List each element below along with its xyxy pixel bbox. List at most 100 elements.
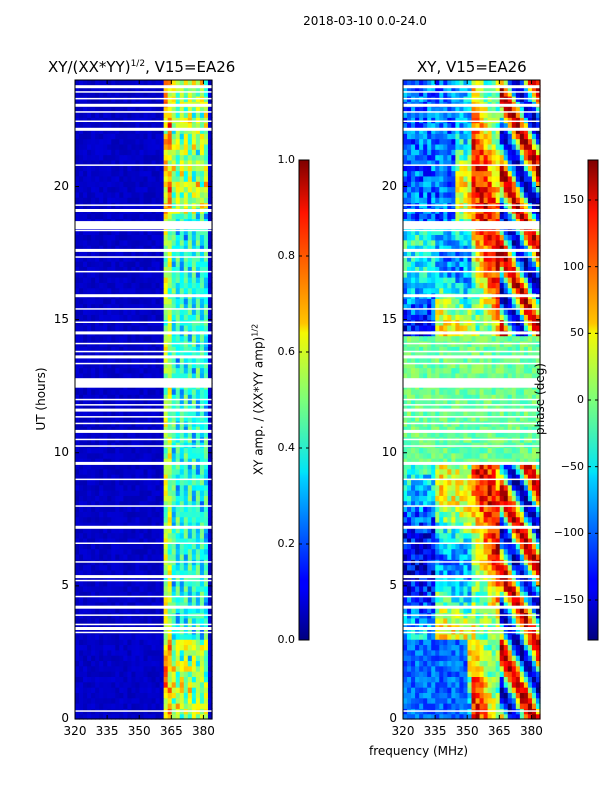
heatmap-cell: [523, 591, 529, 598]
heatmap-cell: [111, 234, 116, 241]
heatmap-cell: [87, 106, 92, 113]
heatmap-cell: [151, 692, 157, 699]
heatmap-cell: [175, 80, 181, 86]
heatmap-cell: [151, 415, 157, 422]
heatmap-cell: [195, 111, 201, 118]
heatmap-cell: [127, 367, 133, 374]
heatmap-cell: [167, 527, 173, 534]
heatmap-cell: [75, 490, 80, 496]
heatmap-cell: [99, 90, 104, 97]
heatmap-cell: [103, 484, 108, 491]
heatmap-cell: [455, 692, 461, 699]
heatmap-cell: [111, 660, 116, 667]
heatmap-cell: [163, 255, 169, 262]
heatmap-cell: [167, 516, 173, 523]
heatmap-cell: [167, 117, 173, 124]
heatmap-cell: [83, 308, 88, 315]
heatmap-cell: [143, 138, 149, 145]
heatmap-cell: [411, 681, 416, 688]
heatmap-cell: [455, 607, 461, 614]
heatmap-cell: [419, 617, 424, 624]
flagged-time-row: [75, 321, 212, 323]
heatmap-cell: [91, 324, 96, 331]
heatmap-cell: [507, 644, 513, 651]
heatmap-cell: [151, 490, 157, 496]
heatmap-cell: [151, 458, 157, 464]
heatmap-cell: [203, 308, 209, 315]
heatmap-cell: [123, 442, 128, 449]
flagged-time-row: [75, 103, 212, 107]
heatmap-cell: [487, 676, 493, 683]
heatmap-cell: [439, 607, 444, 614]
heatmap-cell: [447, 585, 452, 592]
heatmap-cell: [123, 713, 128, 720]
heatmap-cell: [435, 633, 440, 640]
heatmap-cell: [107, 346, 112, 353]
heatmap-cell: [531, 639, 537, 646]
heatmap-cell: [79, 644, 84, 651]
heatmap-cell: [451, 591, 456, 598]
heatmap-cell: [443, 639, 448, 646]
heatmap-cell: [467, 681, 473, 688]
heatmap-cell: [163, 388, 169, 395]
heatmap-cell: [155, 692, 161, 699]
heatmap-cell: [123, 575, 128, 582]
heatmap-cell: [79, 149, 84, 156]
heatmap-cell: [79, 665, 84, 672]
heatmap-cell: [111, 394, 116, 401]
heatmap-cell: [87, 649, 92, 656]
heatmap-cell: [103, 133, 108, 140]
heatmap-cell: [95, 532, 100, 539]
heatmap-cell: [87, 170, 92, 177]
heatmap-cell: [195, 681, 201, 688]
heatmap-cell: [95, 713, 100, 720]
heatmap-cell: [87, 543, 92, 550]
heatmap-cell: [103, 324, 108, 331]
heatmap-cell: [79, 660, 84, 667]
heatmap-cell: [455, 633, 461, 640]
heatmap-cell: [155, 697, 161, 704]
heatmap-cell: [535, 607, 541, 614]
heatmap-cell: [75, 447, 80, 454]
heatmap-cell: [111, 324, 116, 331]
heatmap-cell: [179, 133, 185, 140]
heatmap-cell: [139, 458, 145, 464]
heatmap-cell: [95, 431, 100, 438]
heatmap-cell: [143, 623, 149, 630]
heatmap-cell: [115, 80, 120, 86]
flagged-time-row: [75, 398, 212, 401]
heatmap-cell: [75, 324, 80, 331]
heatmap-cell: [131, 346, 137, 353]
heatmap-cell: [191, 159, 197, 166]
heatmap-cell: [119, 143, 124, 150]
heatmap-cell: [115, 532, 120, 539]
heatmap-cell: [171, 617, 177, 624]
heatmap-cell: [107, 468, 112, 475]
heatmap-cell: [79, 468, 84, 475]
heatmap-cell: [119, 298, 124, 305]
heatmap-cell: [151, 399, 157, 406]
heatmap-cell: [151, 351, 157, 358]
heatmap-cell: [199, 282, 205, 289]
heatmap-cell: [95, 165, 100, 172]
heatmap-cell: [175, 500, 181, 507]
heatmap-cell: [191, 649, 197, 656]
heatmap-cell: [79, 404, 84, 411]
heatmap-cell: [79, 154, 84, 161]
heatmap-cell: [175, 655, 181, 662]
heatmap-cell: [151, 660, 157, 667]
heatmap-cell: [111, 117, 116, 124]
heatmap-cell: [115, 346, 120, 353]
heatmap-cell: [191, 537, 197, 544]
heatmap-cell: [83, 447, 88, 454]
heatmap-cell: [207, 484, 213, 491]
heatmap-cell: [91, 596, 96, 603]
heatmap-cell: [191, 703, 197, 709]
heatmap-cell: [127, 362, 133, 369]
heatmap-cell: [179, 143, 185, 150]
heatmap-cell: [179, 229, 185, 236]
heatmap-cell: [455, 671, 461, 677]
heatmap-cell: [87, 553, 92, 560]
heatmap-cell: [91, 245, 96, 251]
heatmap-cell: [143, 692, 149, 699]
